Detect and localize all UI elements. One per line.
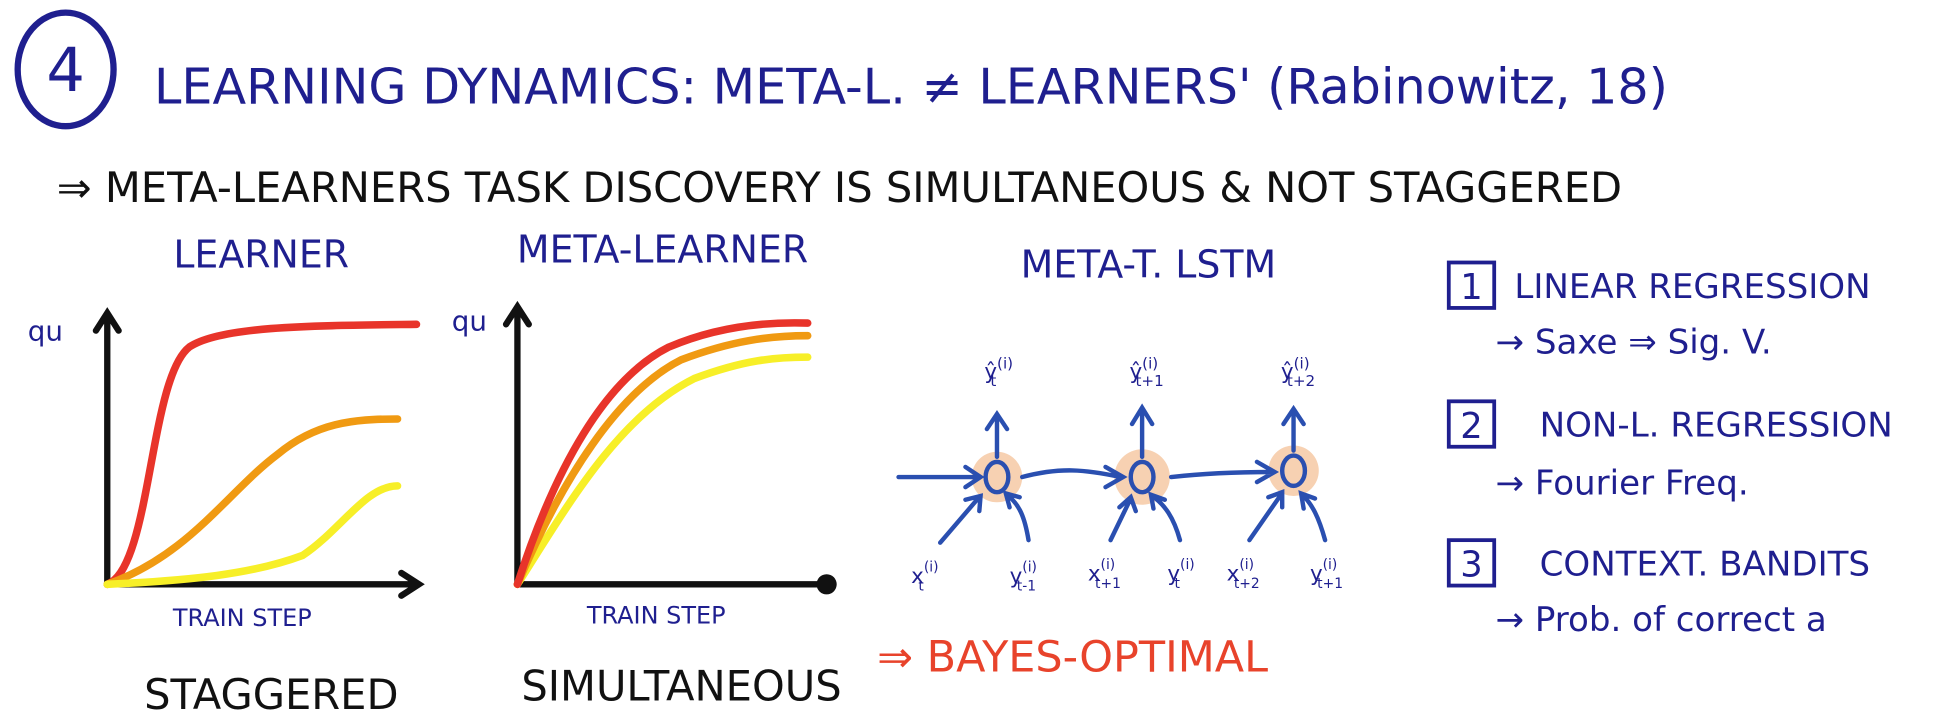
item-note: → Saxe ⇒ Sig. V. [1495, 322, 1771, 362]
curve [513, 319, 812, 589]
node [983, 459, 1011, 495]
sub: t+2 [1287, 372, 1315, 390]
output-label: ŷ(i) t+2 [1281, 355, 1315, 391]
node-blob [971, 451, 1023, 503]
sub: t [990, 372, 996, 390]
sup: (i) [1180, 557, 1195, 573]
base: y [1010, 564, 1023, 589]
sup: (i) [1142, 355, 1158, 373]
curve [103, 320, 421, 589]
arrows [896, 459, 1280, 490]
curve [103, 482, 402, 589]
node-blob [1114, 449, 1170, 505]
axis-end [816, 574, 837, 595]
output-label: ŷ(i) t [984, 355, 1013, 391]
y-label: qu [28, 315, 63, 348]
axes [502, 300, 830, 588]
sup: (i) [1022, 560, 1037, 576]
arrows [937, 489, 1328, 545]
item-box [1446, 538, 1497, 588]
base: x [1088, 562, 1101, 587]
base: y [1310, 562, 1323, 587]
base: ŷ [1129, 360, 1142, 385]
canvas: 4 LEARNING DYNAMICS: META-L. ≠ LEARNERS'… [14, 9, 1893, 719]
lstm-diagram [896, 403, 1328, 545]
sup: (i) [1101, 557, 1116, 573]
input-label: y(i) t-1 [1010, 560, 1037, 595]
plot-title: META-LEARNER [517, 227, 808, 271]
item-note: → Prob. of correct a [1495, 600, 1826, 640]
item-title: NON-L. REGRESSION [1540, 406, 1893, 446]
output-label: ŷ(i) t+1 [1129, 355, 1163, 391]
plot-caption: STAGGERED [144, 670, 398, 719]
x-label: TRAIN STEP [172, 604, 312, 632]
sub: t [1175, 576, 1181, 592]
sup: (i) [1239, 557, 1254, 573]
node [1279, 453, 1308, 489]
conclusion: ⇒ BAYES-OPTIMAL [877, 632, 1268, 682]
sub: t+1 [1095, 576, 1121, 592]
number-circle [14, 9, 117, 130]
base: ŷ [1281, 360, 1294, 385]
base: x [911, 564, 924, 589]
input-label: x(i) t+2 [1227, 557, 1260, 592]
item-number: 1 [1460, 267, 1482, 308]
sub: t+1 [1135, 372, 1163, 390]
item-title: CONTEXT. BANDITS [1540, 544, 1870, 584]
item-number: 3 [1460, 545, 1482, 586]
header-title: LEARNING DYNAMICS: META-L. ≠ LEARNERS' (… [154, 57, 1668, 115]
sup: (i) [997, 355, 1013, 373]
node-blob [1268, 445, 1319, 496]
input-label: x(i) t+1 [1088, 557, 1121, 592]
item-box [1446, 399, 1497, 449]
input-label: x(i) t [911, 560, 938, 595]
sub: t+1 [1317, 576, 1343, 592]
item-note: → Fourier Freq. [1495, 464, 1748, 504]
curve [513, 353, 812, 589]
base: y [1167, 562, 1180, 587]
arrows [984, 403, 1306, 460]
plot-caption: SIMULTANEOUS [521, 661, 841, 710]
curve [513, 331, 812, 589]
header-subtitle: ⇒ META-LEARNERS TASK DISCOVERY IS SIMULT… [57, 163, 1622, 212]
base: ŷ [984, 360, 997, 385]
input-label: y(i) t [1167, 557, 1194, 592]
input-label: y(i) t+1 [1310, 557, 1343, 592]
axes [92, 307, 425, 599]
y-label: qu [452, 305, 487, 338]
item-title: LINEAR REGRESSION [1514, 267, 1870, 307]
item-box [1446, 260, 1497, 310]
sup: (i) [924, 560, 939, 576]
lstm-title: META-T. LSTM [1021, 243, 1277, 287]
sub: t+2 [1234, 576, 1260, 592]
header-number: 4 [46, 36, 85, 106]
item-number: 2 [1460, 406, 1482, 447]
sub: t-1 [1017, 579, 1036, 595]
plot-title: LEARNER [173, 233, 349, 277]
x-label: TRAIN STEP [586, 601, 726, 629]
node [1128, 459, 1156, 495]
base: x [1227, 562, 1240, 587]
sup: (i) [1294, 355, 1310, 373]
sup: (i) [1323, 557, 1338, 573]
sub: t [918, 579, 924, 595]
curve [103, 415, 402, 589]
